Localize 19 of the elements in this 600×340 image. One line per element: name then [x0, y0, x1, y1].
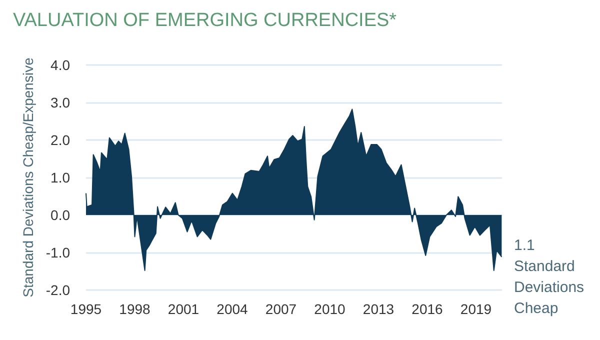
x-tick-label: 2001	[168, 301, 200, 317]
y-tick-label: -2.0	[46, 282, 70, 298]
y-tick-label: 3.0	[50, 94, 70, 110]
y-tick-label: 4.0	[50, 57, 70, 73]
text: 1.1 Standard Deviations Cheap	[514, 237, 588, 317]
x-tick-label: 1998	[119, 301, 151, 317]
x-tick-label: 2016	[412, 301, 444, 317]
x-tick-label: 1995	[70, 301, 102, 317]
y-tick-label: -1.0	[46, 244, 70, 260]
x-tick-label: 2019	[460, 301, 492, 317]
y-tick-label: 0.0	[50, 207, 70, 223]
x-tick-label: 2010	[314, 301, 346, 317]
x-tick-label: 2004	[216, 301, 248, 317]
y-tick-label: 1.0	[50, 170, 70, 186]
y-axis-title: Standard Deviations Cheap/Expensive	[20, 57, 36, 298]
chart-title: VALUATION OF EMERGING CURRENCIES*	[13, 10, 398, 31]
x-tick-label: 2013	[362, 301, 394, 317]
x-tick-label: 2007	[265, 301, 297, 317]
y-tick-label: 2.0	[50, 132, 70, 148]
